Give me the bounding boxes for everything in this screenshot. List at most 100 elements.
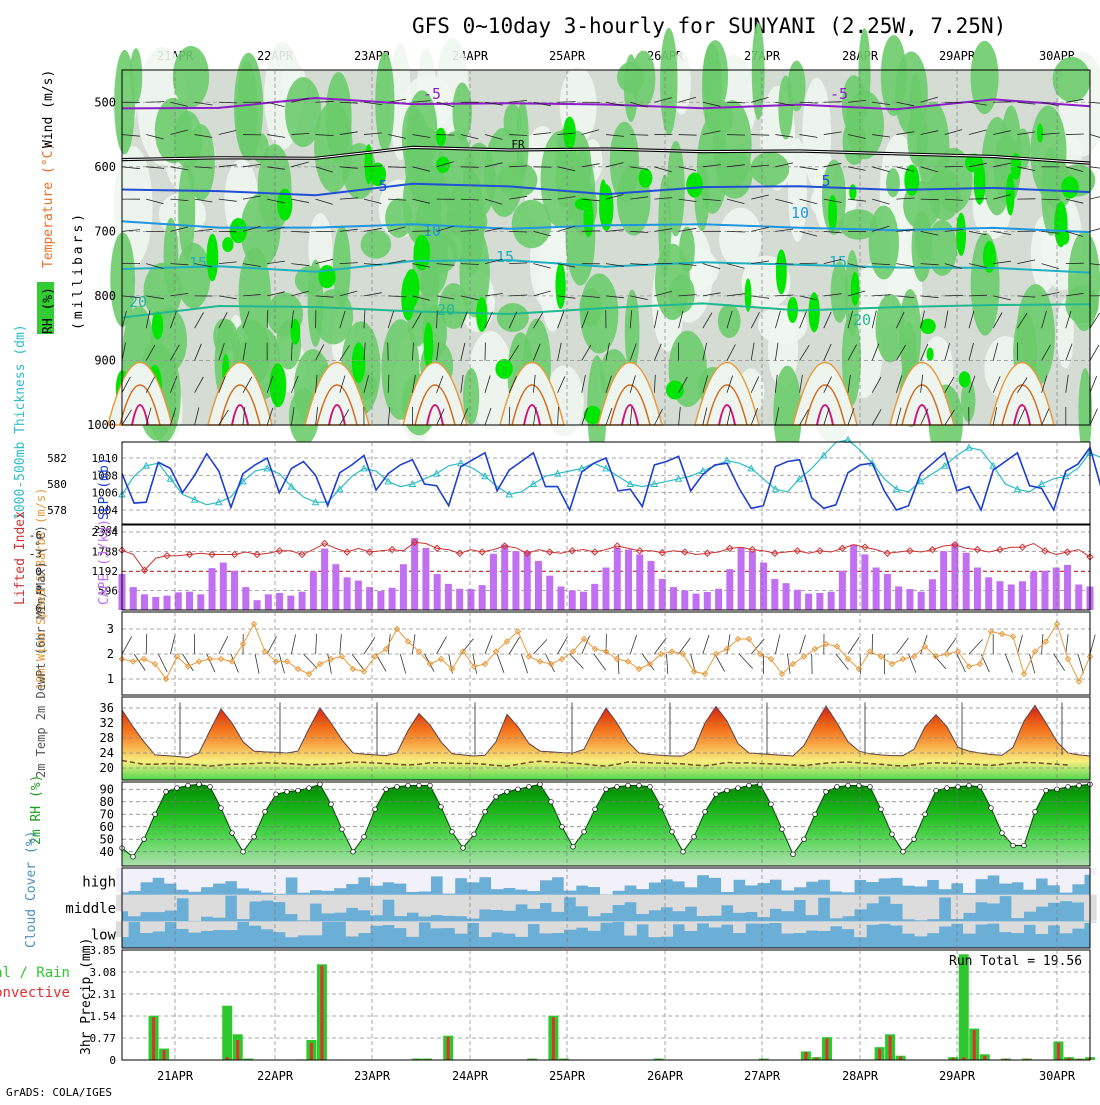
rh2m-marker [703,809,708,814]
cloud-clear-cell [999,868,1012,884]
rh-moist-patch [660,28,677,135]
cloud-clear-cell [612,868,625,891]
cape-bar [749,551,756,610]
cloud-clear-cell [261,921,274,929]
cape-bar [929,579,936,610]
contour-label: 5 [378,177,387,195]
rh2m-marker [989,806,994,811]
rh-saturated-patch [776,249,787,294]
rh2m-marker [384,787,389,792]
cloud-clear-cell [1011,868,1024,882]
precip-axis-label: 3hr Precip (mm) [79,938,94,1055]
cloud-clear-cell [515,868,528,890]
cloud-clear-cell [443,921,456,928]
bottom-date-label: 21APR [157,1069,194,1083]
cloud-clear-cell [890,868,903,878]
cloud-clear-cell [685,921,698,931]
cloud-clear-cell [963,921,976,933]
rh2m-marker [659,804,664,809]
cloud-clear-cell [963,868,976,893]
rh-moist-patch [314,101,352,192]
cloud-clear-cell [1048,921,1061,925]
wind-barb [727,135,745,136]
cape-bar [839,571,846,610]
cloud-clear-cell [189,868,202,892]
rh2m-marker [648,784,653,789]
cloud-clear-cell [249,868,262,891]
cloud-clear-cell [443,895,456,916]
cape-bar [332,564,339,610]
cape-bar [1075,585,1082,611]
rh-moist-patch [213,318,234,354]
cloud-clear-cell [697,895,710,916]
pressure-tick-label: 800 [94,289,116,303]
cloud-clear-cell [346,868,359,884]
cloud-clear-cell [176,921,189,929]
precip-tick-label: 0 [109,1054,116,1067]
cloud-clear-cell [418,921,431,922]
bottom-date-label: 22APR [257,1069,294,1083]
cloud-clear-cell [128,895,141,917]
cape-bar [321,549,328,610]
rh-moist-patch [907,110,928,167]
rh-saturated-patch [365,144,373,184]
wind-barb [1090,227,1100,232]
contour-label: 15 [189,254,207,272]
precip-convective-bar [973,1030,976,1060]
rh-saturated-patch [555,262,565,309]
rh2m-marker [329,802,334,807]
cloud-clear-cell [830,921,843,926]
contour-label: -5 [423,85,441,103]
rh2m-marker [1000,831,1005,836]
cloud-clear-cell [334,868,347,888]
cloud-clear-cell [927,868,940,880]
bottom-date-label: 25APR [549,1069,586,1083]
cloud-clear-cell [612,895,625,905]
rh-saturated-patch [1054,202,1067,248]
rh2m-marker [956,784,961,789]
rh-saturated-patch [851,272,860,306]
cape-bar [569,590,576,610]
cloud-clear-cell [527,921,540,924]
cloud-clear-cell [249,921,262,925]
cape-bar [614,548,621,610]
rh2m-tick-label: 60 [100,820,114,834]
cloud-clear-cell [1048,868,1061,885]
cloud-clear-cell [310,868,323,890]
cape-bar [783,583,790,610]
rh-moist-patch [333,225,351,307]
cloud-clear-cell [394,895,407,916]
cloud-clear-cell [201,921,214,931]
precip-convective-bar [236,1040,239,1060]
rh2m-marker [1033,809,1038,814]
cloud-clear-cell [673,895,686,912]
cape-bar [805,594,812,610]
cloud-clear-cell [915,921,928,936]
rh-saturated-patch [1061,176,1079,198]
bottom-date-label: 26APR [647,1069,684,1083]
thickness-tick-label: 580 [47,478,67,491]
cloud-clear-cell [225,921,238,930]
rh-saturated-patch [686,173,703,198]
rh2m-marker [395,784,400,789]
rh-saturated-patch [956,213,966,256]
rh2m-marker [186,783,191,788]
cloud-clear-cell [636,895,649,914]
cape-bar [467,589,474,610]
cloud-clear-cell [769,921,782,923]
cape-bar [918,592,925,610]
cloud-clear-cell [540,895,553,903]
cape-bar [636,554,643,610]
rh-moist-patch [886,168,900,197]
cloud-clear-cell [358,921,371,933]
wind-barb [437,135,455,136]
cloud-clear-cell [491,921,504,932]
top-date-label: 29APR [939,49,976,63]
rh2m-marker [560,824,565,829]
rh2m-marker [945,786,950,791]
pressure-tick-label: 1000 [87,418,116,432]
rh2m-tick-label: 70 [100,807,114,821]
cape-bar [816,593,823,610]
precip-convective-bar [447,1037,450,1060]
cloud-clear-cell [915,868,928,887]
